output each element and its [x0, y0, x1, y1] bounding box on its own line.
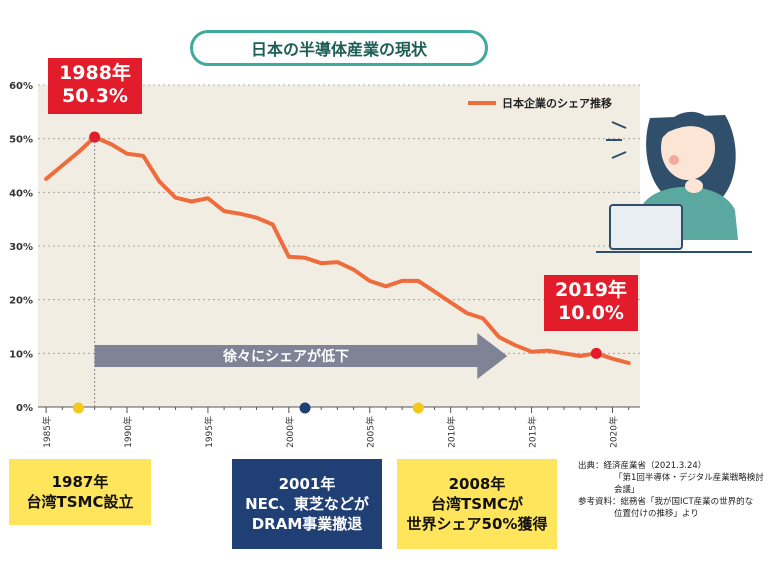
- y-axis: 0% 10% 20% 30% 40% 50% 60%: [9, 81, 640, 414]
- event-dots: [72, 402, 424, 414]
- y-tick-label: 40%: [9, 188, 33, 199]
- event-1987-line2: 台湾TSMC設立: [26, 493, 134, 511]
- source-line-3: 参考資料：総務省「我が国ICT産業の世界的な: [578, 497, 754, 507]
- source-line-1: 出典：経済産業省（2021.3.24）: [578, 461, 707, 471]
- y-tick-label: 20%: [9, 296, 33, 307]
- callout-2019: 2019年 10.0%: [544, 275, 638, 331]
- event-dot: [72, 402, 84, 414]
- trend-arrow-label: 徐々にシェアが低下: [222, 348, 349, 365]
- trend-arrow: 徐々にシェアが低下: [94, 333, 508, 379]
- x-tick-label: 2020年: [607, 416, 619, 448]
- y-tick-label: 10%: [9, 349, 33, 360]
- event-2008-line1: 2008年: [448, 475, 506, 493]
- y-tick-label: 60%: [9, 81, 33, 92]
- source-note: 出典：経済産業省（2021.3.24） 「第1回半導体・デジタル産業戦略検討会議…: [578, 460, 768, 520]
- event-1987-line1: 1987年: [51, 473, 109, 491]
- event-2001-line3: DRAM事業撤退: [251, 515, 363, 533]
- highlight-dots: [89, 131, 602, 359]
- worry-lines: [606, 121, 627, 159]
- person-cheek: [669, 155, 679, 165]
- event-box-2001: 2001年 NEC、東芝などが DRAM事業撤退: [232, 459, 382, 549]
- callout-2019-year: 2019年: [555, 279, 627, 301]
- callout-1988-value: 50.3%: [62, 85, 128, 107]
- x-tick-label: 2015年: [527, 416, 539, 448]
- event-box-1987: 1987年 台湾TSMC設立: [9, 459, 151, 525]
- callout-2019-value: 10.0%: [558, 302, 624, 324]
- worried-person-illustration: [596, 111, 752, 253]
- event-2008-line3: 世界シェア50%獲得: [406, 515, 548, 533]
- legend: 日本企業のシェア推移: [468, 96, 612, 110]
- callout-1988-year: 1988年: [59, 62, 131, 84]
- x-tick-label: 2000年: [284, 416, 296, 448]
- x-tick-label: 1985年: [41, 416, 53, 448]
- callout-1988: 1988年 50.3%: [48, 58, 142, 114]
- x-axis: 1985年 1990年 1995年 2000年 2005年 2010年 2015年 2020年: [41, 407, 630, 448]
- source-line-4: 位置付けの推移」より: [614, 509, 699, 519]
- y-tick-label: 30%: [9, 242, 33, 253]
- event-2001-line2: NEC、東芝などが: [245, 495, 369, 513]
- legend-label: 日本企業のシェア推移: [502, 96, 612, 110]
- event-dot: [299, 402, 311, 414]
- highlight-dot: [590, 347, 602, 359]
- trend-arrow-shape: [94, 333, 508, 379]
- x-tick-label: 1990年: [122, 416, 134, 448]
- x-tick-label: 2010年: [446, 416, 458, 448]
- y-tick-label: 50%: [9, 135, 33, 146]
- event-dot: [412, 402, 424, 414]
- chart-title: 日本の半導体産業の現状: [190, 30, 488, 66]
- event-2008-line2: 台湾TSMCが: [431, 495, 523, 513]
- source-line-2: 「第1回半導体・デジタル産業戦略検討会議」: [614, 473, 764, 495]
- y-tick-label: 0%: [16, 403, 33, 414]
- person-hair-front: [660, 111, 718, 140]
- laptop-screen: [609, 204, 683, 250]
- event-2001-line1: 2001年: [278, 475, 336, 493]
- x-tick-label: 2005年: [365, 416, 377, 448]
- highlight-dot: [89, 131, 101, 143]
- person-hand: [685, 179, 703, 193]
- x-tick-label: 1995年: [203, 416, 215, 448]
- event-box-2008: 2008年 台湾TSMCが 世界シェア50%獲得: [397, 459, 557, 549]
